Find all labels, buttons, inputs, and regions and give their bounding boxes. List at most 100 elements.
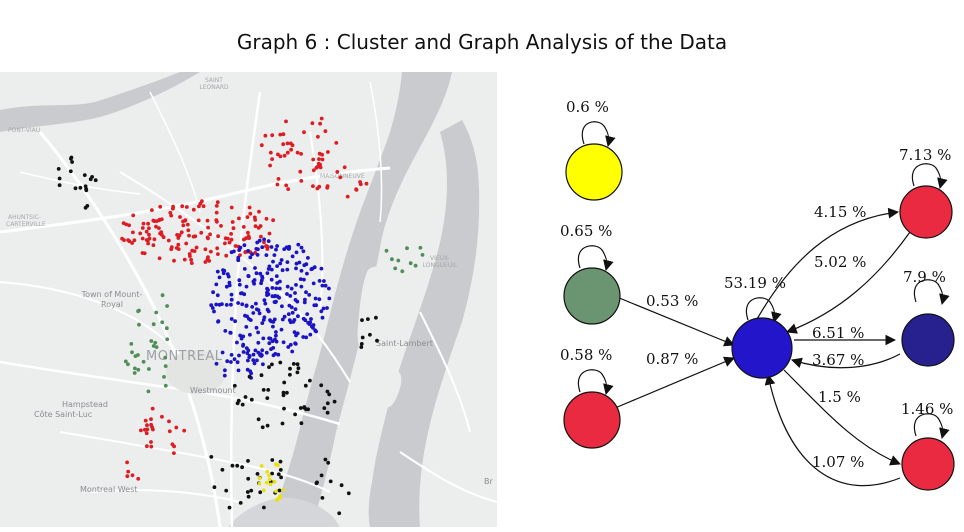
cluster-point-red xyxy=(315,186,320,191)
cluster-point-blue xyxy=(280,268,285,273)
label-edge-navy-blue: 3.67 % xyxy=(812,351,864,369)
cluster-point-black xyxy=(83,205,88,210)
river-island xyxy=(357,266,387,350)
cluster-point-red xyxy=(189,261,194,265)
cluster-point-yellow xyxy=(278,496,282,500)
cluster-point-blue xyxy=(260,276,265,280)
cluster-point-blue xyxy=(260,321,265,325)
cluster-point-blue xyxy=(320,283,325,288)
riviere-des-prairies xyxy=(0,72,200,132)
node-red-left xyxy=(563,391,621,449)
cluster-point-yellow xyxy=(264,480,269,485)
label-edge-green-blue: 0.53 % xyxy=(646,292,698,310)
cluster-point-black xyxy=(295,370,300,375)
cluster-point-black xyxy=(278,468,283,472)
label-saint-leonard-1: SAINT xyxy=(205,77,223,84)
cluster-point-black xyxy=(326,460,331,465)
cluster-point-blue xyxy=(298,277,303,281)
cluster-point-black xyxy=(84,188,89,193)
cluster-point-black xyxy=(308,378,312,383)
cluster-point-blue xyxy=(296,242,301,247)
cluster-point-blue xyxy=(217,275,222,280)
cluster-point-green xyxy=(154,345,159,349)
cluster-point-red xyxy=(241,225,246,229)
cluster-point-blue xyxy=(236,368,241,373)
cluster-point-red xyxy=(282,153,287,158)
cluster-point-blue xyxy=(266,239,271,244)
cluster-point-blue xyxy=(235,360,240,365)
st-lawrence-river xyxy=(268,72,452,527)
label-ahuntsic-1: AHUNTSIC- xyxy=(8,214,41,221)
cluster-point-blue xyxy=(301,249,306,254)
cluster-point-blue xyxy=(236,255,241,260)
cluster-point-green xyxy=(418,245,423,250)
cluster-point-blue xyxy=(292,330,297,334)
cluster-point-blue xyxy=(215,293,220,298)
cluster-point-red xyxy=(191,207,196,212)
label-self-red-left: 0.58 % xyxy=(560,346,612,364)
cluster-point-red xyxy=(325,185,330,190)
cluster-point-blue xyxy=(242,292,247,297)
node-green xyxy=(563,267,621,325)
cluster-point-black xyxy=(298,406,303,410)
cluster-point-yellow xyxy=(257,476,262,481)
cluster-point-blue xyxy=(235,340,239,345)
cluster-point-red xyxy=(319,116,324,121)
cluster-point-black xyxy=(83,184,88,189)
cluster-point-blue xyxy=(257,311,262,316)
cluster-point-blue xyxy=(295,299,300,304)
cluster-point-blue xyxy=(274,286,279,291)
cluster-point-green xyxy=(141,359,146,364)
cluster-point-black xyxy=(235,463,240,468)
cluster-point-red xyxy=(223,236,228,241)
cluster-point-red xyxy=(182,428,187,433)
cluster-point-blue xyxy=(241,342,246,347)
cluster-point-blue xyxy=(268,318,272,322)
node-yellow xyxy=(565,143,623,201)
cluster-point-blue xyxy=(272,317,277,322)
cluster-point-red xyxy=(246,230,250,235)
cluster-point-red xyxy=(320,157,325,162)
label-vieux-longueuil-2: LONGUEUIL xyxy=(423,262,458,269)
cluster-point-black xyxy=(265,423,270,428)
cluster-point-blue xyxy=(323,283,328,288)
cluster-point-blue xyxy=(282,247,287,252)
cluster-point-red xyxy=(247,205,252,210)
cluster-point-black xyxy=(325,401,330,406)
cluster-point-black xyxy=(328,479,333,484)
label-cote-saint-luc: Côte Saint-Luc xyxy=(34,409,92,419)
cluster-point-blue xyxy=(264,350,269,355)
cluster-point-black xyxy=(276,472,281,477)
cluster-point-green xyxy=(146,389,151,394)
cluster-point-green xyxy=(153,340,158,345)
cluster-point-blue xyxy=(257,238,262,243)
cluster-point-blue xyxy=(299,268,304,273)
cluster-point-blue xyxy=(246,249,251,253)
cluster-point-black xyxy=(249,397,254,402)
cluster-point-blue xyxy=(275,281,280,285)
cluster-point-blue xyxy=(290,254,295,259)
cluster-point-blue xyxy=(296,314,300,319)
cluster-point-red xyxy=(364,181,369,186)
cluster-point-blue xyxy=(273,337,277,342)
cluster-point-red xyxy=(136,476,141,481)
cluster-point-black xyxy=(256,417,261,422)
cluster-point-blue xyxy=(305,312,310,316)
cluster-point-black xyxy=(212,485,217,490)
cluster-point-black xyxy=(78,185,83,190)
cluster-point-blue xyxy=(276,352,281,357)
cluster-point-blue xyxy=(251,358,256,363)
cluster-point-blue xyxy=(279,327,284,332)
cluster-point-blue xyxy=(268,336,273,341)
cluster-point-blue xyxy=(313,296,318,301)
cluster-point-blue xyxy=(327,286,331,291)
cluster-point-blue xyxy=(309,317,313,321)
cluster-point-red xyxy=(184,241,189,246)
cluster-point-yellow xyxy=(275,498,279,502)
label-saint-leonard-2: LEONARD xyxy=(199,84,229,91)
edge-redleft-to-blue xyxy=(614,356,735,409)
cluster-point-red xyxy=(184,205,189,209)
cluster-point-black xyxy=(296,366,301,371)
cluster-point-blue xyxy=(228,331,233,335)
cluster-point-blue xyxy=(223,368,227,373)
